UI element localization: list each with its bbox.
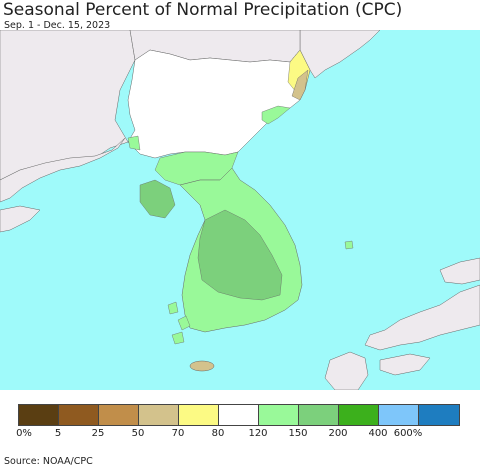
legend-tick-3: 50 <box>131 428 145 439</box>
legend-tick-6: 120 <box>248 428 268 439</box>
legend-tick-5: 80 <box>211 428 225 439</box>
north-korea-northeast-tan <box>291 69 309 101</box>
map-subtitle: Sep. 1 - Dec. 15, 2023 <box>4 20 111 31</box>
legend-tick-9: 400 <box>368 428 388 439</box>
japan-shikoku <box>379 353 431 376</box>
shandong-peninsula <box>0 205 41 233</box>
southwest-islands <box>167 301 191 345</box>
north-korea-east-green <box>261 105 291 125</box>
liaodong-peninsula <box>0 137 126 203</box>
north-korea-southwest-green <box>139 179 176 219</box>
ulleung-island <box>344 240 354 250</box>
legend-tick-7: 150 <box>288 428 308 439</box>
color-legend <box>18 404 460 426</box>
legend-swatch-10 <box>419 405 459 425</box>
legend-swatch-4 <box>179 405 219 425</box>
japan-east <box>439 257 480 285</box>
legend-swatch-6 <box>259 405 299 425</box>
japan-kyushu <box>324 351 369 390</box>
legend-tick-1: 5 <box>54 428 62 439</box>
legend-tick-2: 25 <box>91 428 105 439</box>
map-title: Seasonal Percent of Normal Precipitation… <box>3 0 403 20</box>
source-label: Source: NOAA/CPC <box>4 456 93 467</box>
legend-ticks: 0% 5 25 50 70 80 120 150 200 400 600% <box>0 428 480 442</box>
legend-swatch-8 <box>339 405 379 425</box>
legend-swatch-9 <box>379 405 419 425</box>
legend-tick-8: 200 <box>328 428 348 439</box>
legend-swatch-3 <box>139 405 179 425</box>
legend-swatch-0 <box>19 405 59 425</box>
north-korea-west-green <box>127 135 141 151</box>
japan-honshu <box>364 284 480 351</box>
legend-swatch-1 <box>59 405 99 425</box>
legend-swatch-7 <box>299 405 339 425</box>
legend-swatch-2 <box>99 405 139 425</box>
legend-tick-4: 70 <box>171 428 185 439</box>
legend-tick-10: 600% <box>393 428 423 439</box>
legend-swatch-5 <box>219 405 259 425</box>
jeju-island <box>189 360 215 372</box>
legend-tick-0: 0% <box>16 428 32 439</box>
precipitation-map <box>0 30 480 390</box>
south-korea-inland-green <box>197 209 283 301</box>
